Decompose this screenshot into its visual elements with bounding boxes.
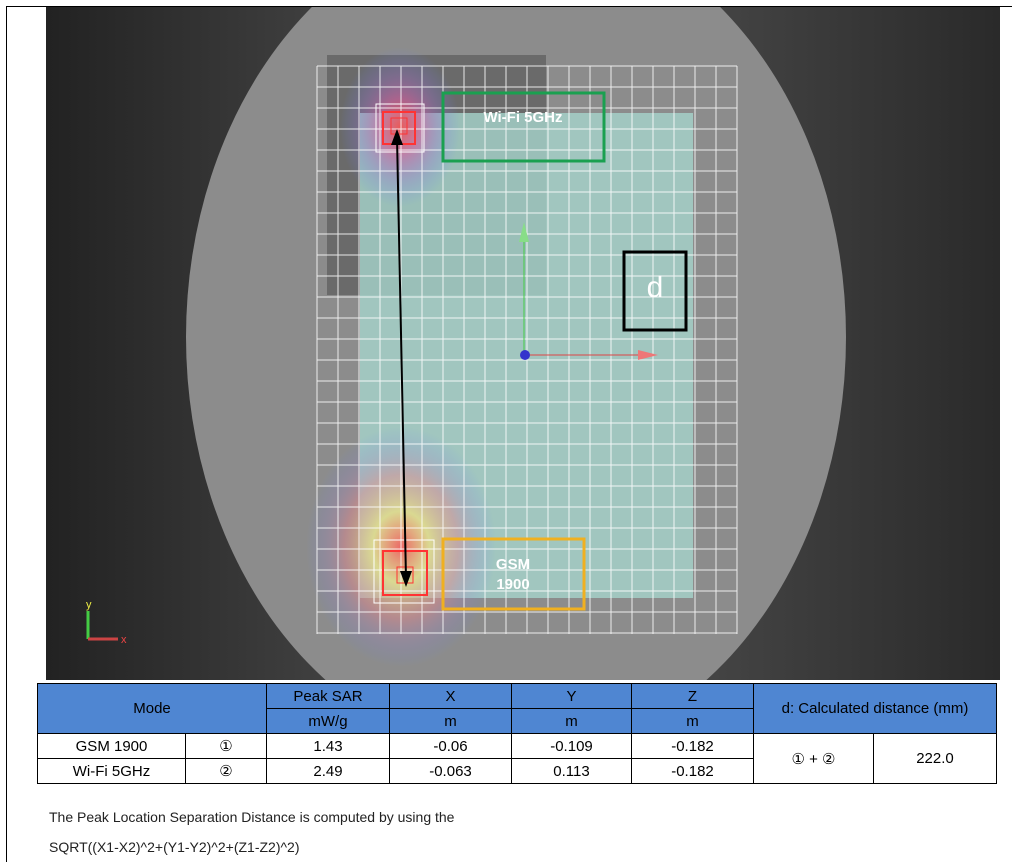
- sar-image: Wi-Fi 5GHz GSM 1900 d y x: [46, 7, 1000, 680]
- unit: mW/g: [266, 708, 390, 734]
- note: The Peak Location Separation Distance is…: [49, 809, 455, 825]
- header: X: [389, 683, 512, 709]
- unit: m: [631, 708, 754, 734]
- gsm-label: 1900: [496, 576, 529, 593]
- axis-x: x: [121, 634, 127, 646]
- axis-y: y: [86, 599, 92, 611]
- unit: m: [511, 708, 632, 734]
- cell: ① + ②: [753, 733, 874, 784]
- header: Peak SAR: [266, 683, 390, 709]
- cell: GSM 1900: [37, 733, 186, 759]
- header: Mode: [37, 683, 267, 734]
- header: d: Calculated distance (mm): [753, 683, 997, 734]
- wifi-label: Wi-Fi 5GHz: [483, 109, 562, 126]
- cell: -0.06: [389, 733, 512, 759]
- note: SQRT((X1-X2)^2+(Y1-Y2)^2+(Z1-Z2)^2): [49, 839, 300, 855]
- cell: -0.063: [389, 758, 512, 784]
- cell: Wi-Fi 5GHz: [37, 758, 186, 784]
- cell: ②: [185, 758, 267, 784]
- cell: 0.113: [511, 758, 632, 784]
- cell: 1.43: [266, 733, 390, 759]
- cell: -0.109: [511, 733, 632, 759]
- cell: 2.49: [266, 758, 390, 784]
- header: Y: [511, 683, 632, 709]
- sar-table: Mode Peak SAR X Y Z d: Calculated distan…: [37, 683, 997, 784]
- gsm-label: GSM: [496, 556, 530, 573]
- header: Z: [631, 683, 754, 709]
- cell: -0.182: [631, 733, 754, 759]
- unit: m: [389, 708, 512, 734]
- cell: 222.0: [873, 733, 997, 784]
- cell: -0.182: [631, 758, 754, 784]
- cell: ①: [185, 733, 267, 759]
- d-label: d: [647, 271, 664, 304]
